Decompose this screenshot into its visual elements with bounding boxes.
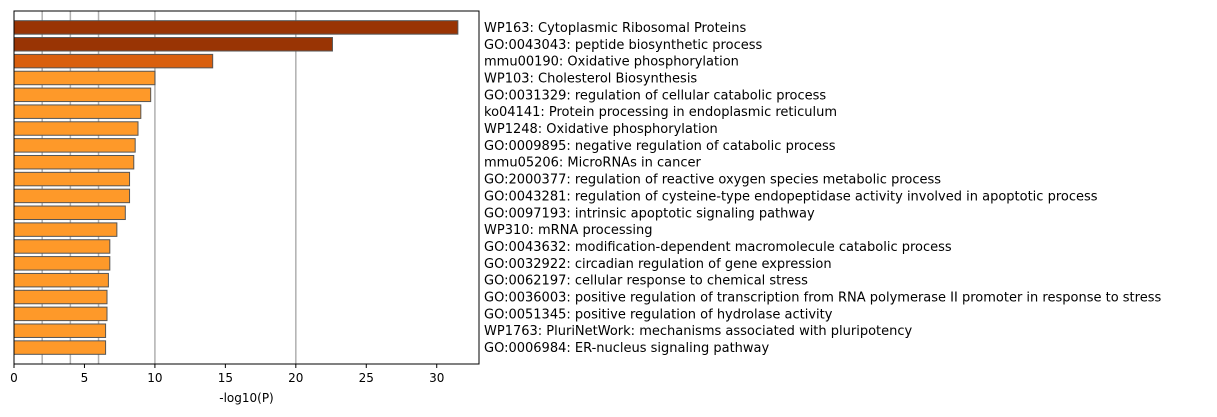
x-tick-label: 15 [218,371,233,385]
bars-layer [13,20,459,355]
x-tick-label: 30 [429,371,444,385]
bar [13,306,108,322]
bar [13,222,118,237]
term-label: GO:2000377: regulation of reactive oxyge… [484,173,941,188]
grid-layer [41,11,297,364]
bar [13,104,142,119]
bar [13,188,131,204]
bar [13,138,136,153]
bar [13,171,131,187]
x-axis: 0 5 10 15 20 25 30 [10,364,444,385]
term-label: ko04141: Protein processing in endoplasm… [484,105,837,120]
term-label: WP1763: PluriNetWork: mechanisms associa… [484,324,913,339]
term-labels: WP163: Cytoplasmic Ribosomal Proteins GO:… [484,21,1161,356]
bar [13,121,139,136]
bar [13,20,459,35]
bar [13,87,152,103]
term-label: mmu05206: MicroRNAs in cancer [484,156,701,171]
term-label: GO:0043632: modification-dependent macro… [484,240,952,255]
term-label: mmu00190: Oxidative phosphorylation [484,55,739,70]
x-tick-label: 25 [359,371,374,385]
term-label: WP1248: Oxidative phosphorylation [484,122,718,137]
bar [13,323,107,338]
bar [13,272,109,288]
term-label: GO:0062197: cellular response to chemica… [484,274,808,289]
term-label: GO:0009895: negative regulation of catab… [484,139,836,154]
term-label: WP103: Cholesterol Biosynthesis [484,71,697,86]
x-tick-label: 5 [81,371,89,385]
term-label: WP310: mRNA processing [484,223,653,238]
bar [13,205,126,221]
plot-frame [13,10,480,365]
x-tick-label: 20 [288,371,303,385]
bar [13,53,214,69]
term-label: GO:0097193: intrinsic apoptotic signalin… [484,206,815,221]
bar [13,340,107,355]
term-label: GO:0032922: circadian regulation of gene… [484,257,832,272]
term-label: WP163: Cytoplasmic Ribosomal Proteins [484,21,747,36]
x-tick-label: 10 [147,371,162,385]
bar [13,37,333,52]
bar [13,256,111,271]
term-label: GO:0006984: ER-nucleus signaling pathway [484,341,770,356]
bar [13,154,135,170]
bar [13,70,156,86]
term-label: GO:0051345: positive regulation of hydro… [484,307,833,322]
term-label: GO:0031329: regulation of cellular catab… [484,88,826,103]
term-label: GO:0043281: regulation of cysteine-type … [484,189,1098,204]
bar [13,239,111,254]
term-label: GO:0043043: peptide biosynthetic process [484,38,762,53]
x-tick-label: 0 [10,371,18,385]
x-axis-label: -log10(P) [219,391,274,405]
term-label: GO:0036003: positive regulation of trans… [484,291,1161,306]
bar [13,289,108,305]
